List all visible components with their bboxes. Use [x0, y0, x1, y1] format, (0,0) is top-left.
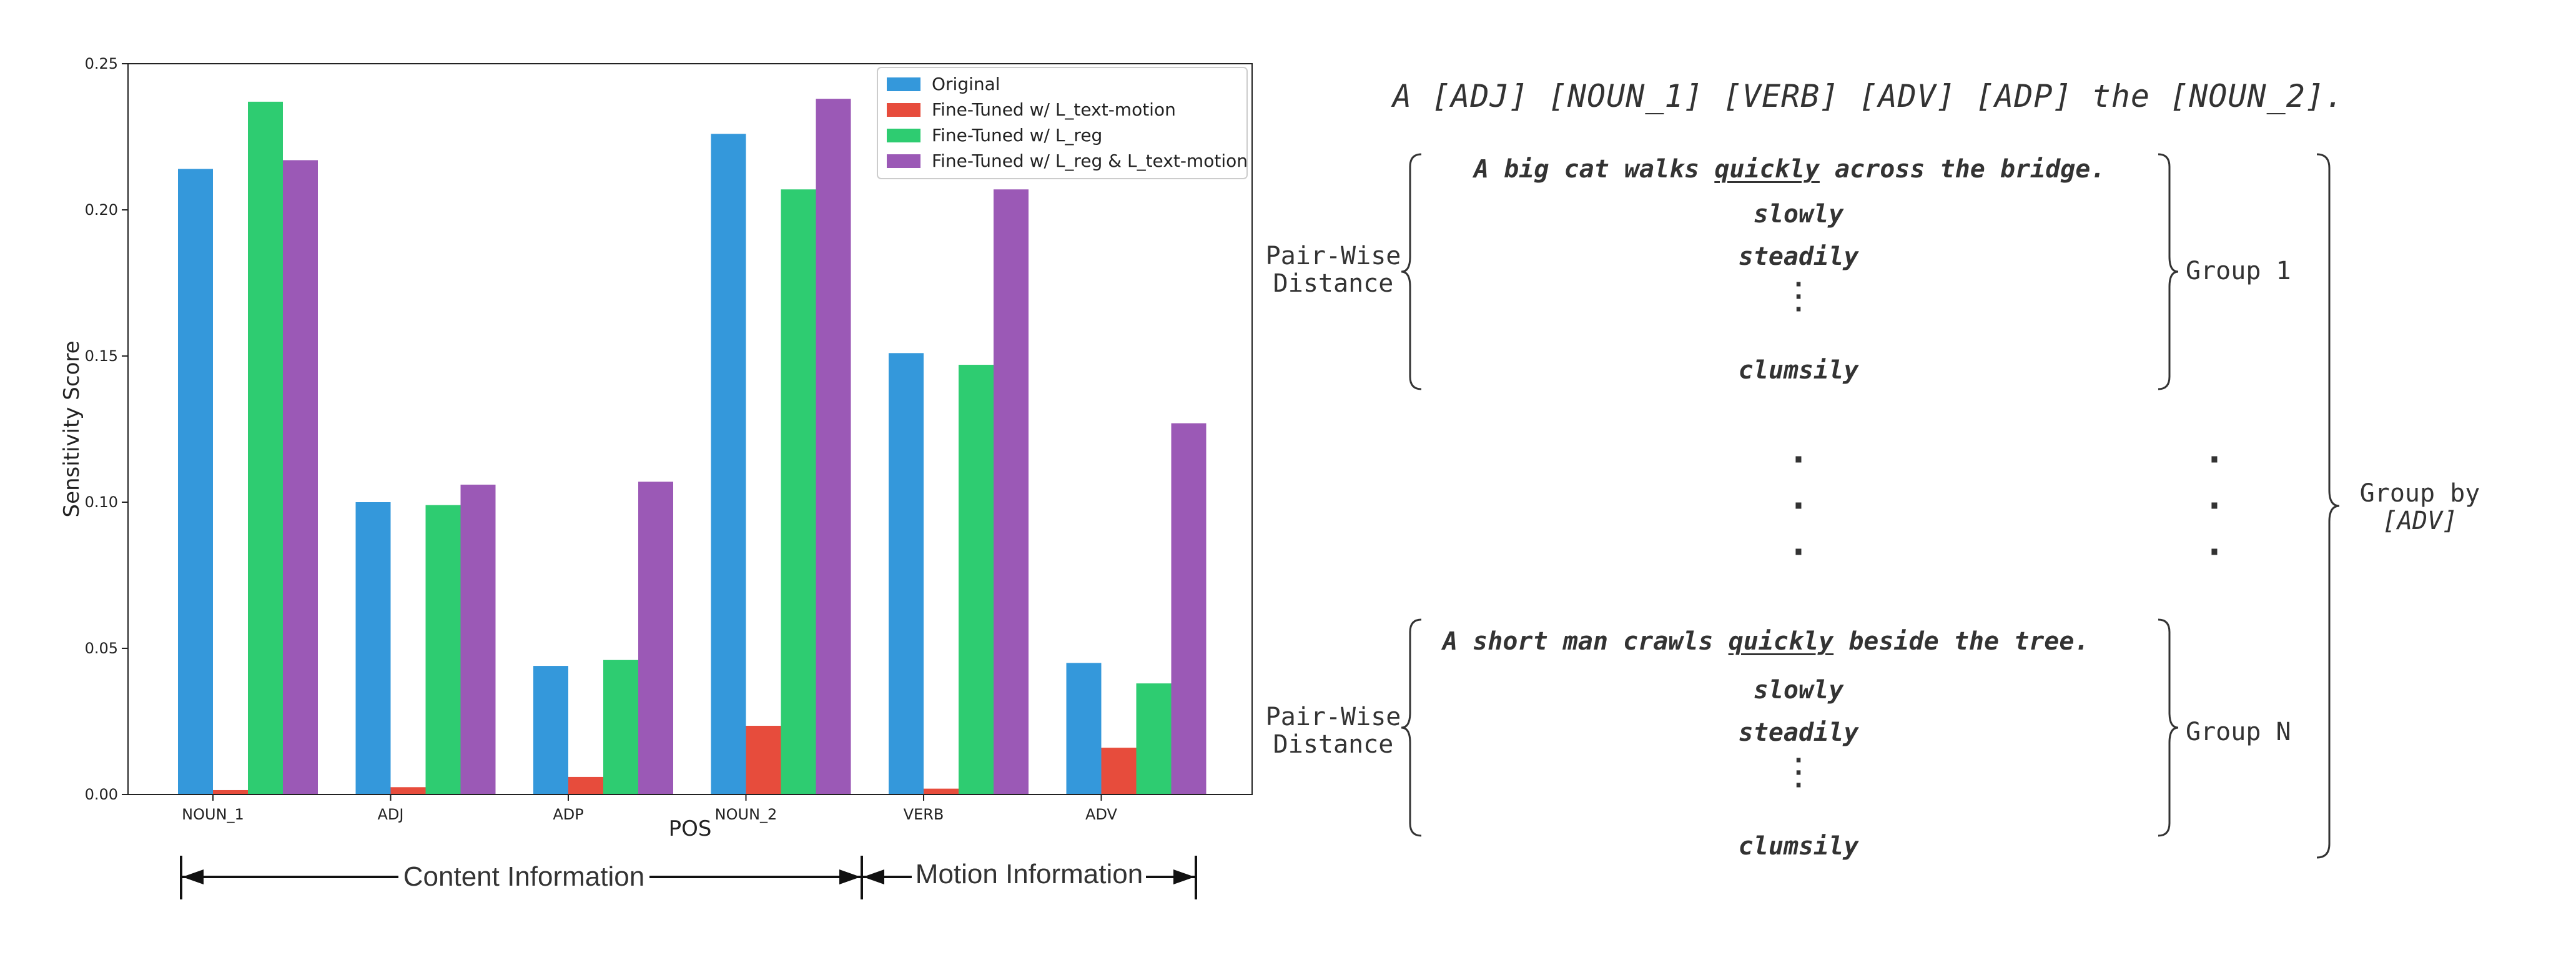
bar-noun_1-series-2 — [248, 101, 283, 795]
x-tick-label: ADJ — [378, 806, 404, 823]
groupN-pairwise-text: Pair-Wise Distance — [1265, 703, 1401, 759]
y-tick-label: 0.15 — [85, 347, 118, 365]
legend-label: Fine-Tuned w/ L_reg & L_text-motion — [932, 151, 1248, 171]
group1-left-brace — [1401, 153, 1422, 390]
groupN-alt-last: clumsily — [1738, 832, 1859, 861]
bar-noun_2-series-2 — [781, 189, 816, 794]
bar-adp-series-1 — [568, 776, 603, 794]
x-tick-label: NOUN_2 — [715, 806, 777, 823]
group1-pairwise-label: Pair-Wise Distance — [1261, 242, 1405, 297]
legend-box — [877, 67, 1248, 179]
groupN-alt-1: slowly — [1753, 676, 1844, 705]
x-tick-label: ADV — [1085, 806, 1117, 823]
bar-adj-series-1 — [390, 787, 426, 794]
plot-frame — [127, 63, 1253, 795]
motion-arrow-right-head — [1173, 869, 1195, 884]
legend-label: Fine-Tuned w/ L_text-motion — [932, 99, 1176, 120]
group1-sentence-pre: A big cat walks — [1474, 155, 1715, 184]
group1-keyword: quickly — [1714, 155, 1820, 184]
groupN-left-brace — [1401, 618, 1422, 837]
group1-alt-2: steadily — [1738, 242, 1859, 271]
legend-swatch — [887, 77, 920, 91]
legend-swatch — [887, 154, 920, 168]
groupN-sentence-post: beside the tree. — [1833, 627, 2090, 656]
bar-noun_1-series-0 — [178, 169, 213, 795]
groupN-pairwise-label: Pair-Wise Distance — [1261, 703, 1405, 758]
bar-adv-series-0 — [1066, 663, 1102, 794]
y-tick-label: 0.05 — [85, 640, 118, 657]
y-tick-label: 0.00 — [85, 786, 118, 803]
x-axis-title: POS — [669, 816, 712, 841]
groupN-keyword: quickly — [1728, 627, 1834, 656]
x-tick-label: VERB — [904, 806, 944, 823]
y-axis-title: Sensitivity Score — [59, 340, 84, 517]
bar-adv-series-3 — [1171, 423, 1207, 794]
bar-adj-series-0 — [355, 502, 391, 794]
outer-right-brace — [2316, 153, 2340, 859]
groupN-sentence-pre: A short man crawls — [1443, 627, 1729, 656]
bar-noun_1-series-3 — [283, 160, 318, 794]
content-information-label: Content Information — [403, 861, 644, 892]
content-arrow-right-head — [839, 869, 861, 884]
bar-chart: 0.000.050.100.150.200.25 NOUN_1 ADJ ADP NOU… — [59, 55, 1253, 899]
bar-noun_2-series-3 — [816, 99, 851, 794]
section-arrows: Content Information Motion Information — [180, 856, 1197, 899]
legend-label: Original — [932, 74, 1000, 94]
bar-verb-series-1 — [924, 788, 959, 794]
motion-information-label: Motion Information — [915, 859, 1143, 889]
bars — [178, 99, 1207, 795]
group1-sentence-post: across the bridge. — [1819, 155, 2106, 184]
bar-adj-series-3 — [460, 484, 496, 794]
bar-adj-series-2 — [425, 505, 461, 794]
group1-alt-last: clumsily — [1738, 356, 1859, 385]
y-tick-label: 0.20 — [85, 201, 118, 219]
sensitivity-diagram: A [ADJ] [NOUN_1] [VERB] [ADV] [ADP] the … — [1261, 0, 2576, 965]
x-tick-label: ADP — [553, 806, 583, 823]
group1-sentence: A big cat walks quickly across the bridg… — [1474, 155, 2105, 184]
x-axis-ticks: NOUN_1 ADJ ADP NOUN_2 VERB ADV — [182, 794, 1118, 823]
y-tick-label: 0.25 — [85, 55, 118, 72]
motion-arrow-left-head — [863, 869, 884, 884]
x-tick-label: NOUN_1 — [182, 806, 244, 823]
group-by-line2: [ADV] — [2382, 507, 2458, 535]
labels-vertical-ellipsis: · · · — [2204, 440, 2225, 573]
bar-verb-series-3 — [994, 189, 1029, 794]
groupN-alt-2: steadily — [1738, 718, 1859, 747]
legend: Original Fine-Tuned w/ L_text-motion Fine-… — [877, 67, 1248, 179]
bar-adp-series-0 — [533, 666, 568, 794]
y-axis-ticks: 0.00 0.05 0.10 0.15 0.20 0.25 — [85, 55, 128, 803]
group1-alt-1: slowly — [1753, 200, 1844, 229]
bar-verb-series-0 — [889, 353, 924, 794]
groupN-right-brace — [2158, 618, 2179, 837]
legend-swatch — [887, 103, 920, 117]
group1-label: Group 1 — [2186, 257, 2291, 285]
bar-noun_1-series-1 — [213, 789, 248, 794]
bar-verb-series-2 — [959, 365, 994, 794]
groupN-vertical-ellipsis: · · · — [1790, 746, 1807, 800]
bar-adv-series-1 — [1101, 748, 1137, 794]
group-by-line1: Group by — [2359, 479, 2480, 508]
sentence-template: A [ADJ] [NOUN_1] [VERB] [ADV] [ADP] the … — [1393, 78, 2345, 114]
group1-vertical-ellipsis: · · · — [1790, 270, 1807, 324]
groups-vertical-ellipsis: · · · — [1788, 440, 1809, 573]
content-arrow-left-head — [182, 869, 204, 884]
bar-noun_2-series-1 — [746, 726, 781, 794]
bar-adp-series-3 — [638, 482, 673, 794]
y-tick-label: 0.10 — [85, 493, 118, 511]
bar-noun_2-series-0 — [711, 134, 746, 794]
groupN-sentence: A short man crawls quickly beside the tr… — [1443, 627, 2090, 656]
groupN-label: Group N — [2186, 718, 2291, 746]
legend-label: Fine-Tuned w/ L_reg — [932, 125, 1102, 146]
bar-adv-series-2 — [1136, 683, 1172, 794]
legend-swatch — [887, 129, 920, 142]
group1-right-brace — [2158, 153, 2179, 390]
group1-pairwise-text: Pair-Wise Distance — [1265, 242, 1401, 298]
bar-adp-series-2 — [603, 660, 638, 794]
group-by-adv-label: Group by [ADV] — [2348, 480, 2492, 535]
